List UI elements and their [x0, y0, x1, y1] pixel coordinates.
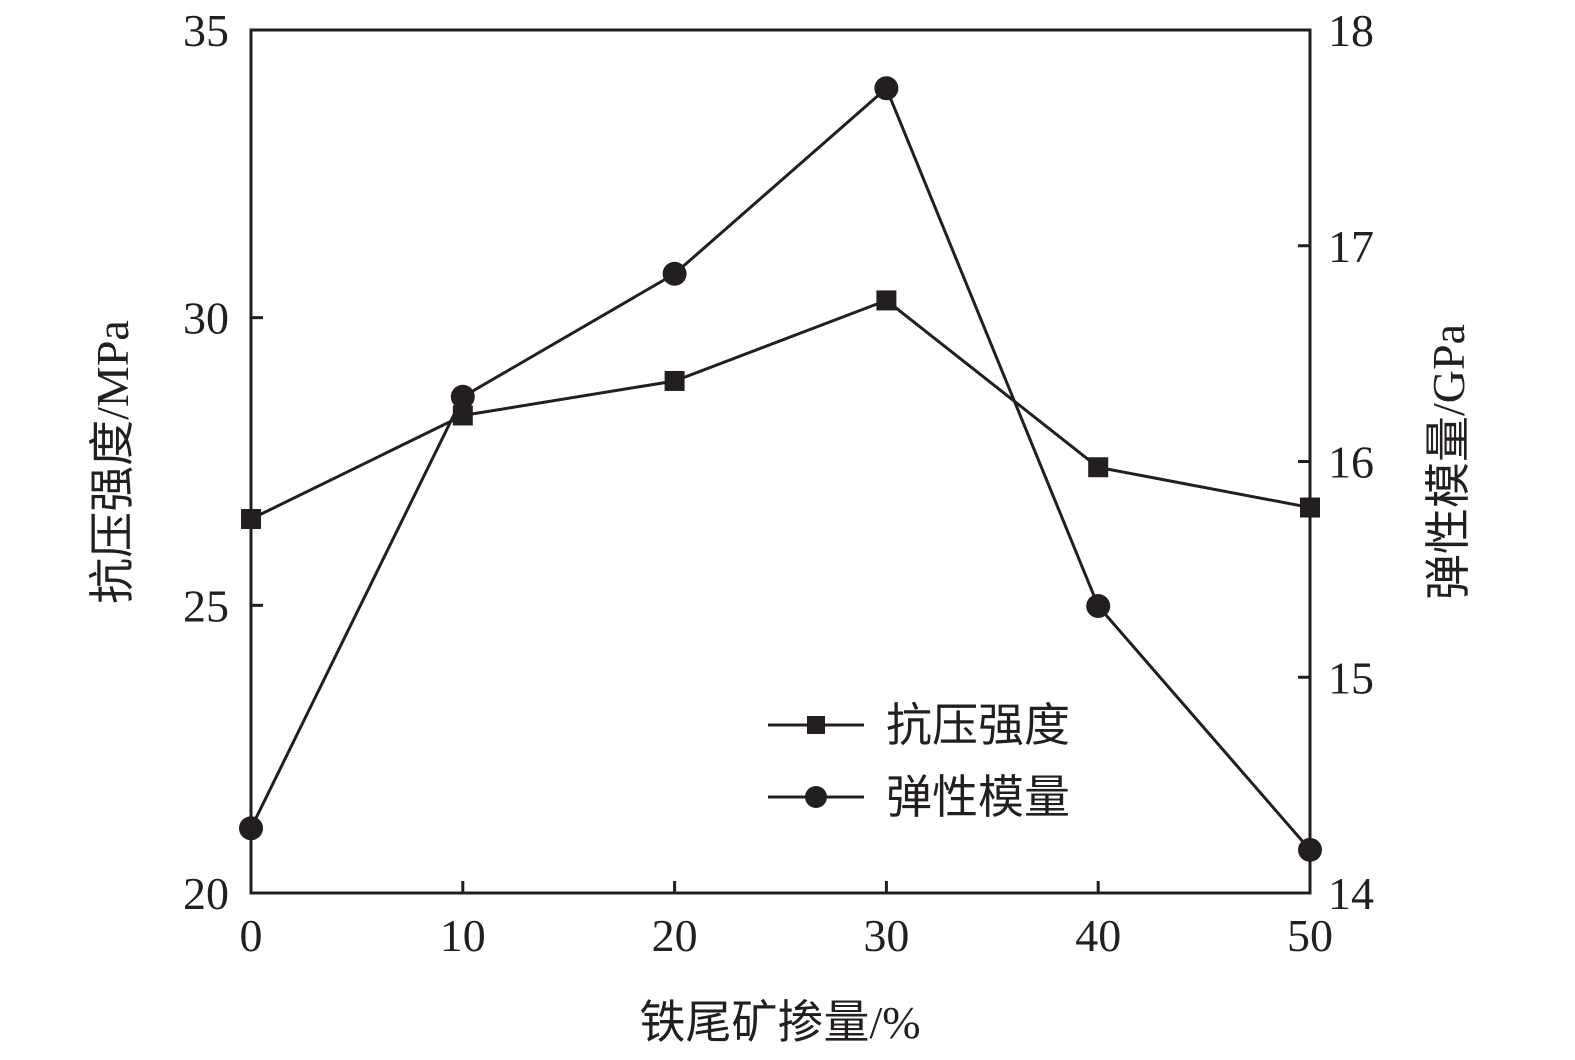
ticks: [249, 28, 1312, 895]
data-point-circle: [450, 384, 475, 409]
data-point-square: [452, 405, 473, 426]
y-right-tick-label: 16: [1328, 437, 1374, 488]
data-point-square: [876, 290, 897, 311]
left-axis-title: 抗压强度/MPa: [87, 320, 138, 604]
x-tick-label: 20: [652, 910, 698, 961]
plot-frame: [249, 28, 1312, 895]
right-axis-title: 弹性模量/GPa: [1423, 324, 1474, 600]
data-point-square: [1300, 497, 1320, 518]
markers: [239, 76, 1322, 862]
legend-marker-square: [807, 716, 825, 734]
data-point-circle: [662, 261, 687, 286]
series-line-elastic-modulus: [249, 85, 1312, 851]
x-tick-label: 40: [1075, 910, 1121, 961]
x-tick-label: 50: [1287, 910, 1333, 961]
y-left-tick-label: 30: [183, 293, 229, 344]
data-point-square: [1088, 457, 1109, 478]
y-right-tick-label: 17: [1328, 221, 1374, 272]
legend-label-modulus: 弹性模量: [886, 772, 1070, 823]
legend-label-strength: 抗压强度: [886, 700, 1070, 751]
x-tick-label: 10: [440, 910, 486, 961]
x-axis-title: 铁尾矿掺量/%: [639, 997, 920, 1048]
y-left-tick-label: 35: [183, 5, 229, 56]
data-point-square: [241, 509, 261, 530]
y-left-tick-label: 25: [183, 580, 229, 631]
tick-labels: 0 10 20 30 40 50 20 25 30 35 14 15 16 17 18: [183, 5, 1374, 961]
y-right-tick-label: 18: [1328, 5, 1374, 56]
x-tick-label: 30: [863, 910, 909, 961]
data-point-circle: [874, 76, 899, 101]
y-right-tick-label: 15: [1328, 652, 1374, 703]
data-point-square: [664, 370, 685, 391]
legend-marker-circle: [805, 786, 827, 808]
y-right-tick-label: 14: [1328, 868, 1374, 919]
series-lines: [249, 85, 1312, 851]
series-line-compressive-strength: [250, 298, 1311, 521]
x-tick-label: 0: [240, 910, 263, 961]
legend: 抗压强度 弹性模量: [768, 700, 1070, 823]
data-point-circle: [1298, 837, 1322, 862]
y-left-tick-label: 20: [183, 868, 229, 919]
data-point-circle: [1086, 594, 1111, 619]
data-point-circle: [239, 816, 263, 841]
